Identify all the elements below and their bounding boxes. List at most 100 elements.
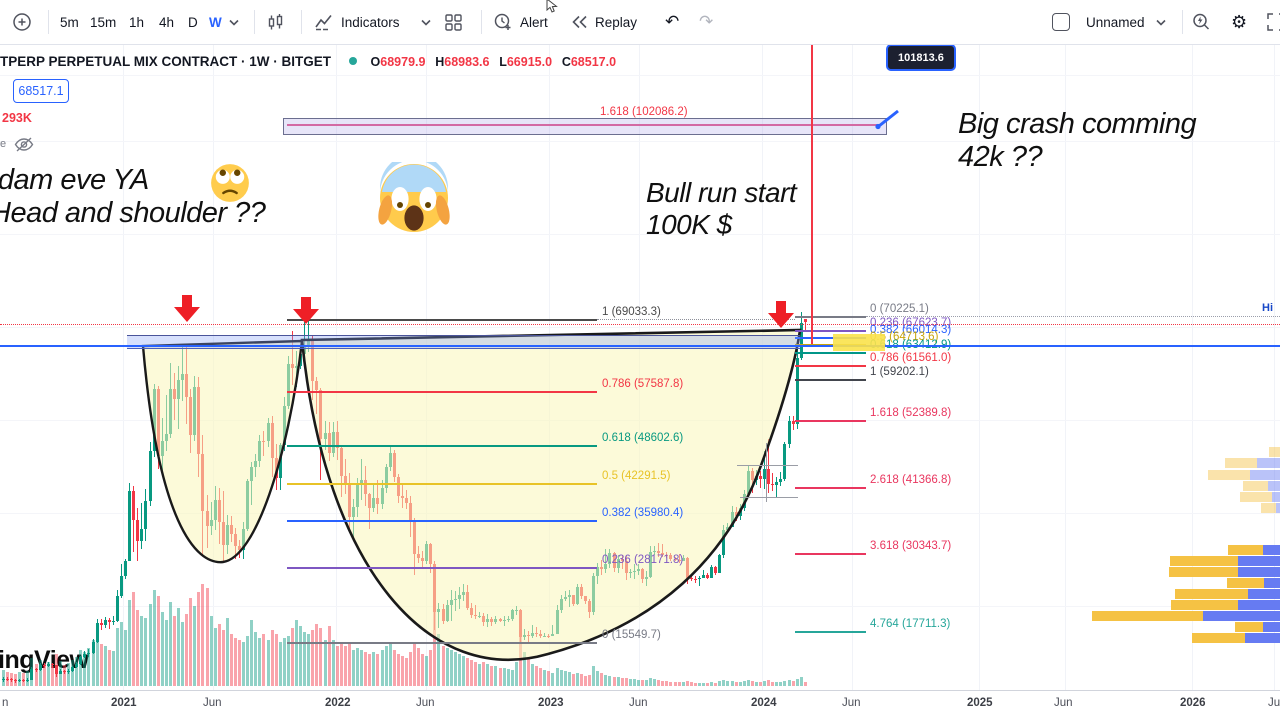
undo-button[interactable]: ↶: [665, 12, 680, 32]
ohlc-close-value: 68517.0: [570, 55, 617, 69]
volume-profile-yellow: [1261, 503, 1276, 513]
volume-bar: [507, 669, 510, 686]
volume-bar: [531, 664, 534, 686]
candle-body: [140, 528, 143, 541]
scream-emoji-drawing[interactable]: [378, 162, 450, 234]
timeframe-W-active[interactable]: W: [209, 14, 222, 30]
ohlc-low-label: L: [499, 55, 507, 69]
candle-body: [47, 664, 50, 666]
candle-body: [796, 358, 799, 424]
red-down-arrow-drawing[interactable]: [291, 297, 321, 325]
candle-body: [51, 664, 54, 666]
timeframe-1h[interactable]: 1h: [129, 14, 145, 30]
volume-bar: [79, 650, 82, 686]
candle-body: [116, 595, 119, 621]
time-axis-label: Jun: [842, 697, 861, 709]
time-axis-label: Jun: [416, 697, 435, 709]
symbol-legend[interactable]: TPERP PERPETUAL MIX CONTRACT · 1W · BITG…: [0, 54, 622, 69]
candle-body: [714, 567, 717, 573]
volume-profile-yellow: [1235, 622, 1263, 632]
chart-pane[interactable]: 1 (69033.3) 0.786 (57587.8) 0.618 (48602.6…: [0, 44, 1280, 690]
fib-level-label: 0.786 (61561.0): [870, 352, 952, 364]
fullscreen-button[interactable]: [1266, 0, 1280, 44]
candle-wick: [113, 615, 114, 625]
layout-menu-button[interactable]: [1156, 0, 1166, 44]
gridline-h: [0, 141, 1280, 142]
gray-trendline: [766, 443, 767, 502]
volume-profile-yellow: [1240, 492, 1272, 502]
volume-bar: [466, 658, 469, 686]
candle-body: [67, 671, 70, 673]
volume-bar: [47, 662, 50, 686]
volume-bar: [694, 683, 697, 686]
symbol-search-button[interactable]: [12, 0, 32, 44]
volume-bar: [645, 680, 648, 686]
candle-body: [702, 575, 705, 578]
text-drawing-crash[interactable]: Big crash comming 42k ??: [958, 108, 1197, 175]
fib-target-line: [287, 124, 877, 126]
indicators-menu-button[interactable]: [421, 0, 431, 44]
volume-bar: [295, 620, 298, 686]
time-axis-label: 2024: [751, 697, 777, 709]
chart-style-button[interactable]: [266, 0, 285, 44]
fib-target-band[interactable]: [283, 118, 887, 135]
timeframe-15m[interactable]: 15m: [90, 14, 117, 30]
volume-bar: [678, 682, 681, 686]
volume-bar: [796, 679, 799, 686]
layout-name-button[interactable]: Unnamed: [1086, 0, 1145, 44]
fib-level-line: [795, 337, 866, 339]
indicators-button[interactable]: Indicators: [314, 0, 400, 44]
volume-bar: [63, 665, 66, 686]
candle-body: [767, 468, 770, 485]
gridline-v: [1274, 44, 1275, 690]
timeframe-menu-button[interactable]: [229, 0, 239, 44]
timeframe-5m[interactable]: 5m: [60, 14, 79, 30]
layout-select-checkbox[interactable]: [1052, 0, 1070, 44]
horizontal-price-line[interactable]: [0, 345, 1280, 347]
eye-hidden-icon[interactable]: [13, 136, 35, 153]
fib-level-label: 3.618 (30343.7): [870, 540, 952, 552]
volume-bar: [279, 642, 282, 686]
price-label-box: 68517.1: [13, 79, 69, 103]
candle-body: [112, 620, 115, 623]
text-drawing-bull[interactable]: Bull run start 100K $: [646, 177, 797, 241]
volume-bar: [242, 642, 245, 686]
volume-bar: [629, 679, 632, 686]
replay-button[interactable]: Replay: [570, 0, 637, 44]
candle-wick: [141, 502, 142, 549]
timeframe-4h[interactable]: 4h: [159, 14, 175, 30]
volume-bar: [43, 665, 46, 686]
redo-button[interactable]: ↷: [699, 12, 714, 32]
candle-wick: [19, 679, 20, 682]
yellow-highlight-drawing[interactable]: [833, 334, 885, 351]
cup-pattern-drawing[interactable]: [0, 44, 1280, 690]
red-down-arrow-drawing[interactable]: [766, 301, 796, 329]
timeframe-D[interactable]: D: [188, 14, 198, 30]
volume-bar: [157, 596, 160, 686]
volume-bar: [360, 650, 363, 686]
volume-bar: [637, 680, 640, 686]
price-target-callout[interactable]: 101813.6: [886, 44, 956, 71]
red-down-arrow-drawing[interactable]: [172, 295, 202, 323]
alert-clock-icon: [494, 13, 511, 30]
candle-body: [771, 484, 774, 486]
layout-grid-button[interactable]: [444, 0, 463, 44]
volume-bar: [250, 620, 253, 686]
time-axis[interactable]: n 2021 Jun 2022 Jun 2023 Jun 2024 Jun 2025 Jun 2026…: [0, 690, 1280, 720]
volume-bar: [543, 670, 546, 686]
settings-button[interactable]: ⚙: [1231, 11, 1248, 33]
candlestick-style-icon: [268, 13, 283, 29]
text-drawing-left[interactable]: Adam eve YA Head and shoulder ??: [0, 164, 266, 231]
quick-search-button[interactable]: [1191, 0, 1211, 44]
rolling-eyes-emoji-drawing[interactable]: [210, 163, 250, 203]
candle-body: [144, 500, 147, 529]
volume-bar: [494, 666, 497, 686]
volume-bar: [763, 681, 766, 686]
candle-body: [55, 665, 58, 674]
volume-bar: [564, 671, 567, 686]
volume-bar: [515, 662, 518, 686]
vertical-line-drawing[interactable]: [811, 44, 813, 344]
volume-bar: [743, 681, 746, 686]
alert-button[interactable]: Alert: [493, 0, 548, 44]
